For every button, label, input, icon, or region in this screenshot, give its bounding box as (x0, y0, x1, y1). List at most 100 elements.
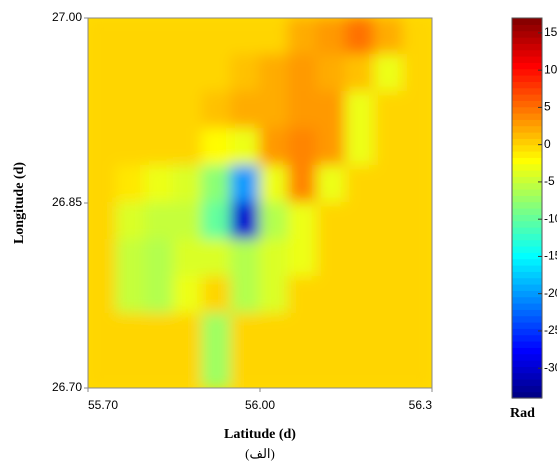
colorbar-segment (512, 214, 542, 222)
heat-cell (144, 18, 175, 56)
colorbar-segment (512, 309, 542, 317)
heat-cell (345, 313, 376, 352)
heat-cell (88, 276, 118, 315)
colorbar-segment (512, 24, 542, 32)
colorbar-segment (512, 328, 542, 336)
heat-cell (115, 54, 147, 93)
heat-cell (115, 239, 147, 278)
heat-cell (88, 313, 118, 352)
heat-cell (316, 18, 347, 56)
heat-cell (88, 54, 118, 93)
heat-cell (373, 350, 405, 388)
heat-cell (287, 54, 319, 93)
colorbar-segment (512, 106, 542, 114)
colorbar-segment (512, 157, 542, 165)
colorbar-segment (512, 347, 542, 355)
heat-cell (316, 313, 347, 352)
heat-cell (316, 54, 347, 93)
colorbar-segment (512, 182, 542, 190)
colorbar-segment (512, 18, 542, 25)
heat-cell (144, 313, 175, 352)
heat-cell (402, 313, 432, 352)
heat-cell (259, 239, 290, 278)
heat-cell (259, 313, 290, 352)
colorbar-segment (512, 322, 542, 329)
heat-cell (144, 128, 175, 167)
heat-cell (230, 276, 261, 315)
heat-cell (402, 128, 432, 167)
heat-cell (345, 18, 376, 56)
colorbar-tick-label: -5 (544, 174, 555, 188)
colorbar-tick-label: 15 (544, 25, 557, 39)
colorbar-segment (512, 239, 542, 247)
heat-cell (144, 165, 175, 204)
colorbar-segment (512, 138, 542, 146)
colorbar-tick-label: -30 (544, 360, 557, 374)
heat-cell (345, 128, 376, 167)
colorbar-segment (512, 37, 542, 44)
heat-cell (201, 18, 233, 56)
colorbar-segment (512, 379, 542, 386)
heat-cell (144, 350, 175, 388)
heat-cell (230, 202, 261, 241)
heat-cell (345, 350, 376, 388)
heat-cell (173, 91, 204, 130)
heat-cell (173, 18, 204, 56)
heat-cell (259, 18, 290, 56)
y-tick-label: 27.00 (52, 10, 82, 24)
heat-cell (230, 91, 261, 130)
heat-cell (287, 313, 319, 352)
heat-cell (373, 239, 405, 278)
colorbar-tick-label: 10 (544, 62, 557, 76)
heat-cell (373, 18, 405, 56)
heat-cell (345, 54, 376, 93)
colorbar-segment (512, 341, 542, 348)
heat-cell (287, 202, 319, 241)
heat-cell (402, 18, 432, 56)
colorbar-segment (512, 151, 542, 158)
colorbar-segment (512, 62, 542, 70)
colorbar-tick-label: -15 (544, 249, 557, 263)
heat-cell (402, 202, 432, 241)
heat-cell (173, 276, 204, 315)
colorbar-segment (512, 68, 542, 76)
colorbar-segment (512, 75, 542, 82)
colorbar-segment (512, 277, 542, 285)
colorbar-segment (512, 227, 542, 234)
x-tick-label: 56.3 (409, 398, 433, 412)
heat-cell (230, 128, 261, 167)
x-tick-label: 55.70 (88, 398, 118, 412)
heat-cell (345, 239, 376, 278)
heat-cell (287, 165, 319, 204)
heat-cell (287, 91, 319, 130)
heat-cell (287, 276, 319, 315)
heat-cell (373, 128, 405, 167)
y-tick-label: 26.70 (52, 380, 82, 394)
x-axis-label: Latitude (d) (224, 427, 296, 442)
colorbar-segment (512, 252, 542, 260)
heat-cell (316, 350, 347, 388)
heat-cell (259, 128, 290, 167)
heat-cell (173, 54, 204, 93)
heat-cell (402, 350, 432, 388)
caption: (الف) (245, 446, 275, 461)
colorbar-segment (512, 208, 542, 215)
heat-cell (373, 91, 405, 130)
heat-cell (259, 202, 290, 241)
colorbar-segment (512, 132, 542, 139)
heat-cell (316, 239, 347, 278)
heat-cell (230, 18, 261, 56)
heatmap (88, 18, 432, 388)
heat-cell (173, 350, 204, 388)
heat-cell (259, 91, 290, 130)
heat-cell (88, 350, 118, 388)
heat-cell (259, 54, 290, 93)
heat-cell (144, 239, 175, 278)
heat-cell (88, 239, 118, 278)
heat-cell (259, 350, 290, 388)
heat-cell (88, 91, 118, 130)
heat-cell (345, 202, 376, 241)
heat-cell (373, 165, 405, 204)
heat-cell (173, 128, 204, 167)
